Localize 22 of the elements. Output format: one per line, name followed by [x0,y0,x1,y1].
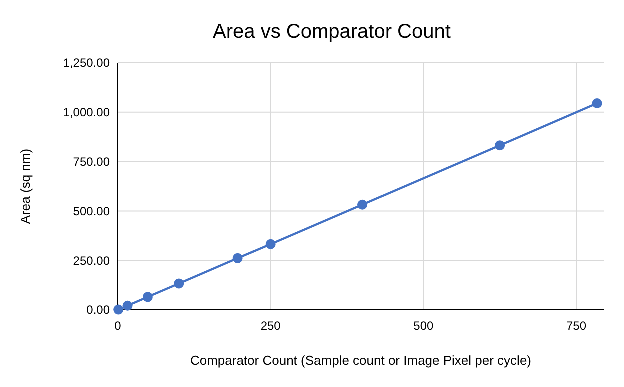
point [142,292,153,302]
x-tick-label: 500 [414,319,434,333]
point [114,304,124,315]
y-axis-title: Area (sq nm) [18,148,33,224]
x-tick-label: 750 [566,319,587,333]
y-tick-label: 1,000.00 [63,106,110,120]
x-axis-title: Comparator Count (Sample count or Image Pixel per cycle) [190,353,532,368]
point [592,98,602,109]
point [495,140,506,151]
point [358,200,368,210]
y-tick-label: 250.00 [73,254,110,268]
point [122,300,133,311]
y-tick-label: 1,250.00 [63,56,110,70]
chart-title: Area vs Comparator Count [213,21,452,43]
x-tick-label: 0 [114,319,122,333]
point [174,278,184,289]
point [266,239,276,250]
y-tick-label: 750.00 [73,155,110,169]
x-tick-label: 250 [260,319,282,333]
y-tick-label: 500.00 [73,204,110,218]
y-tick-label: 0.00 [86,303,110,318]
point [232,253,243,264]
